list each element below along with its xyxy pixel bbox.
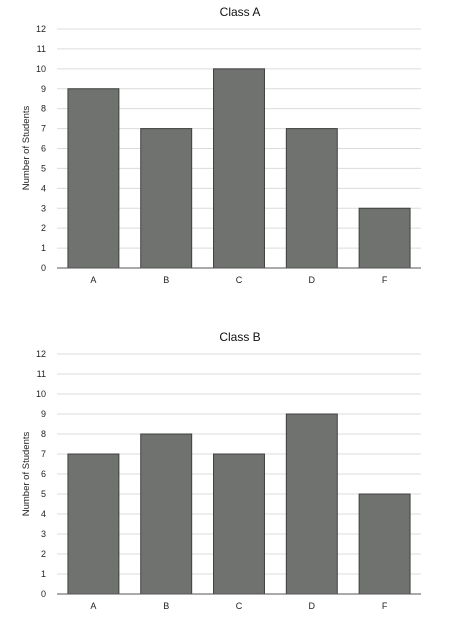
y-tick-label: 2 [41, 223, 46, 233]
chart-title: Class B [219, 330, 260, 344]
y-tick-label: 0 [41, 263, 46, 273]
x-tick-label: B [163, 275, 169, 285]
bar-B [140, 433, 193, 595]
y-tick-label: 1 [41, 243, 46, 253]
chart-class-a: Class A Number of Students 0123456789101… [21, 5, 421, 285]
y-tick-label: 3 [41, 203, 46, 213]
x-tick-label: D [309, 275, 316, 285]
y-tick-label: 11 [37, 44, 46, 54]
y-tick-label: 6 [41, 469, 46, 479]
y-tick-label: 0 [41, 589, 46, 599]
y-tick-label: 3 [41, 529, 46, 539]
bar-A [67, 453, 120, 595]
y-tick-label: 6 [41, 144, 46, 154]
bars [67, 68, 411, 269]
y-axis-label: Number of Students [21, 432, 32, 517]
chart-class-b: Class B Number of Students 0123456789101… [21, 330, 421, 611]
y-tick-label: 8 [41, 429, 46, 439]
y-tick-label: 4 [41, 183, 46, 193]
y-tick-label: 1 [41, 569, 46, 579]
y-tick-label: 5 [41, 489, 46, 499]
y-tick-label: 12 [36, 24, 46, 34]
bar-B [140, 128, 193, 269]
y-tick-label: 9 [41, 84, 46, 94]
x-tick-label: F [382, 601, 388, 611]
x-tick-label: C [236, 275, 243, 285]
x-tick-label: D [309, 601, 316, 611]
y-tick-label: 4 [41, 509, 46, 519]
bar-A [67, 88, 120, 269]
y-tick-label: 7 [41, 124, 46, 134]
bar-C [213, 68, 265, 269]
bar-D [285, 413, 338, 595]
bar-D [285, 128, 338, 269]
y-tick-label: 12 [36, 349, 46, 359]
y-tick-label: 8 [41, 104, 46, 114]
y-tick-label: 7 [41, 449, 46, 459]
chart-title: Class A [220, 5, 261, 19]
x-tick-label: A [90, 601, 96, 611]
x-tick-label: F [382, 275, 388, 285]
y-tick-label: 9 [41, 409, 46, 419]
bar-F [358, 493, 411, 595]
y-tick-label: 10 [36, 64, 46, 74]
x-tick-label: C [236, 601, 243, 611]
x-tick-label: B [163, 601, 169, 611]
y-tick-label: 11 [37, 369, 46, 379]
bar-F [358, 207, 411, 269]
y-tick-label: 10 [36, 389, 46, 399]
y-tick-label: 2 [41, 549, 46, 559]
x-tick-label: A [90, 275, 96, 285]
bar-C [213, 453, 265, 595]
y-axis-label: Number of Students [21, 106, 32, 191]
bars [67, 413, 411, 595]
y-tick-label: 5 [41, 163, 46, 173]
